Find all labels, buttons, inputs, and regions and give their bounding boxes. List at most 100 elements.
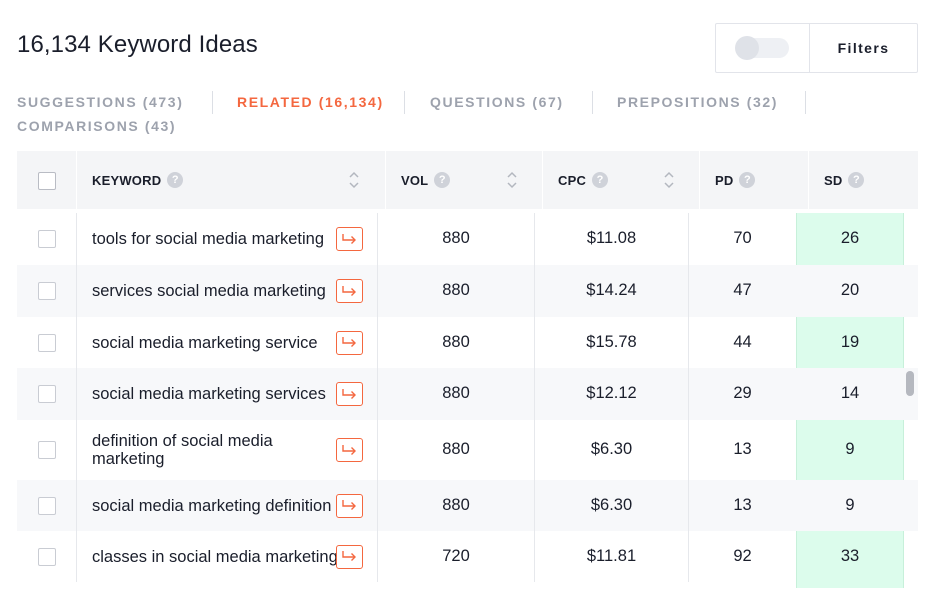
keyword-text[interactable]: classes in social media marketing bbox=[92, 547, 338, 566]
column-label: PD bbox=[715, 172, 734, 188]
help-icon[interactable]: ? bbox=[434, 172, 451, 188]
cell-divider bbox=[76, 265, 77, 317]
sd-value: 19 bbox=[840, 332, 860, 351]
row-checkbox[interactable] bbox=[38, 496, 56, 515]
arrow-turn-right-icon bbox=[342, 285, 356, 296]
cpc-value: $11.81 bbox=[586, 546, 637, 565]
tab-related[interactable]: RELATED (16,134) bbox=[237, 94, 384, 110]
cell-divider bbox=[76, 368, 77, 420]
cell-divider bbox=[377, 531, 378, 582]
keyword-text[interactable]: social media marketing service bbox=[92, 333, 318, 352]
row-checkbox[interactable] bbox=[38, 282, 56, 300]
cell-divider bbox=[534, 368, 535, 420]
row-checkbox[interactable] bbox=[38, 547, 56, 566]
pd-value: 44 bbox=[733, 332, 752, 351]
filter-toggle[interactable] bbox=[734, 36, 789, 60]
keyword-action-button[interactable] bbox=[336, 438, 363, 462]
column-label: SD bbox=[824, 172, 843, 188]
header-divider bbox=[808, 151, 809, 209]
arrow-turn-right-icon bbox=[342, 337, 356, 347]
sd-value: 9 bbox=[845, 440, 855, 458]
keyword-text[interactable]: tools for social media marketing bbox=[92, 230, 325, 248]
cell-divider bbox=[534, 265, 535, 317]
cell-divider bbox=[534, 420, 535, 480]
sort-arrows-icon[interactable] bbox=[663, 170, 675, 190]
arrow-turn-right-icon bbox=[342, 444, 356, 455]
vol-value: 880 bbox=[442, 332, 470, 351]
column-header-keyword: KEYWORD ? bbox=[92, 151, 184, 209]
cell-divider bbox=[377, 420, 378, 480]
keyword-text[interactable]: services social media marketing bbox=[92, 282, 326, 300]
vol-value: 880 bbox=[442, 384, 470, 402]
column-header-pd: PD ? bbox=[715, 151, 756, 209]
table-row: services social media marketing 880 $14.24… bbox=[17, 265, 918, 317]
cell-divider bbox=[534, 480, 535, 531]
scrollbar-thumb[interactable] bbox=[906, 371, 914, 396]
cell-divider bbox=[688, 317, 689, 368]
cell-divider bbox=[688, 480, 689, 531]
help-icon[interactable]: ? bbox=[848, 172, 865, 188]
sd-value: 20 bbox=[840, 281, 860, 299]
row-checkbox[interactable] bbox=[38, 333, 56, 352]
toggle-container bbox=[716, 24, 810, 72]
sd-value: 26 bbox=[840, 229, 860, 247]
keyword-text[interactable]: social media marketing definition bbox=[92, 496, 332, 515]
column-label: CPC bbox=[558, 172, 587, 188]
cell-divider bbox=[688, 213, 689, 265]
cell-divider bbox=[76, 480, 77, 531]
page-title: 16,134 Keyword Ideas bbox=[17, 31, 258, 58]
cell-divider bbox=[534, 213, 535, 265]
keyword-text[interactable]: social media marketing services bbox=[92, 385, 326, 403]
cpc-value: $6.30 bbox=[590, 440, 633, 458]
table-row: social media marketing service 880 $15.78 4… bbox=[17, 317, 918, 368]
column-label: KEYWORD bbox=[92, 172, 162, 188]
scrollbar-track[interactable] bbox=[904, 211, 914, 587]
cell-divider bbox=[76, 213, 77, 265]
header-divider bbox=[385, 151, 386, 209]
sd-value: 33 bbox=[840, 546, 860, 565]
keyword-action-button[interactable] bbox=[336, 544, 363, 569]
arrow-turn-right-icon bbox=[342, 388, 356, 399]
help-icon[interactable]: ? bbox=[739, 172, 756, 188]
arrow-turn-right-icon bbox=[342, 500, 356, 510]
cell-divider bbox=[688, 265, 689, 317]
cpc-value: $6.30 bbox=[590, 495, 633, 514]
sort-arrows-icon[interactable] bbox=[348, 170, 360, 190]
filter-bar: Filters bbox=[715, 23, 918, 73]
tab-divider bbox=[592, 91, 593, 114]
table-row: tools for social media marketing 880 $11.0… bbox=[17, 213, 918, 265]
tab-prepositions[interactable]: PREPOSITIONS (32) bbox=[617, 94, 779, 110]
select-all-checkbox[interactable] bbox=[38, 172, 56, 190]
table-row: social media marketing definition 880 $6.3… bbox=[17, 480, 918, 531]
keyword-action-button[interactable] bbox=[336, 330, 363, 355]
keyword-action-button[interactable] bbox=[336, 227, 363, 251]
pd-value: 70 bbox=[733, 229, 752, 247]
keyword-action-button[interactable] bbox=[336, 279, 363, 303]
keyword-action-button[interactable] bbox=[336, 382, 363, 406]
help-icon[interactable]: ? bbox=[167, 172, 184, 188]
cell-divider bbox=[688, 531, 689, 582]
keyword-text[interactable]: definition of social media marketing bbox=[92, 432, 273, 468]
row-checkbox[interactable] bbox=[38, 441, 56, 459]
help-icon[interactable]: ? bbox=[592, 172, 609, 188]
tab-suggestions[interactable]: SUGGESTIONS (473) bbox=[17, 94, 184, 110]
toggle-knob bbox=[734, 36, 759, 60]
pd-value: 92 bbox=[733, 546, 752, 565]
table-row: classes in social media marketing 720 $11.… bbox=[17, 531, 918, 582]
row-checkbox[interactable] bbox=[38, 230, 56, 248]
cpc-value: $11.08 bbox=[586, 229, 637, 247]
column-header-sd: SD ? bbox=[824, 151, 865, 209]
arrow-turn-right-icon bbox=[342, 551, 356, 561]
cpc-value: $15.78 bbox=[586, 332, 637, 351]
sort-arrows-icon[interactable] bbox=[506, 170, 518, 190]
row-checkbox[interactable] bbox=[38, 385, 56, 403]
keyword-action-button[interactable] bbox=[336, 493, 363, 518]
vol-value: 880 bbox=[442, 281, 470, 299]
table-header: KEYWORD ? VOL ? CPC ? PD ? SD ? bbox=[17, 151, 918, 209]
filters-button[interactable]: Filters bbox=[837, 40, 890, 56]
header-divider bbox=[76, 151, 77, 209]
table-row: definition of social media marketing 880 $… bbox=[17, 420, 918, 480]
tab-comparisons[interactable]: COMPARISONS (43) bbox=[17, 118, 177, 134]
tab-questions[interactable]: QUESTIONS (67) bbox=[430, 94, 564, 110]
cell-divider bbox=[76, 420, 77, 480]
